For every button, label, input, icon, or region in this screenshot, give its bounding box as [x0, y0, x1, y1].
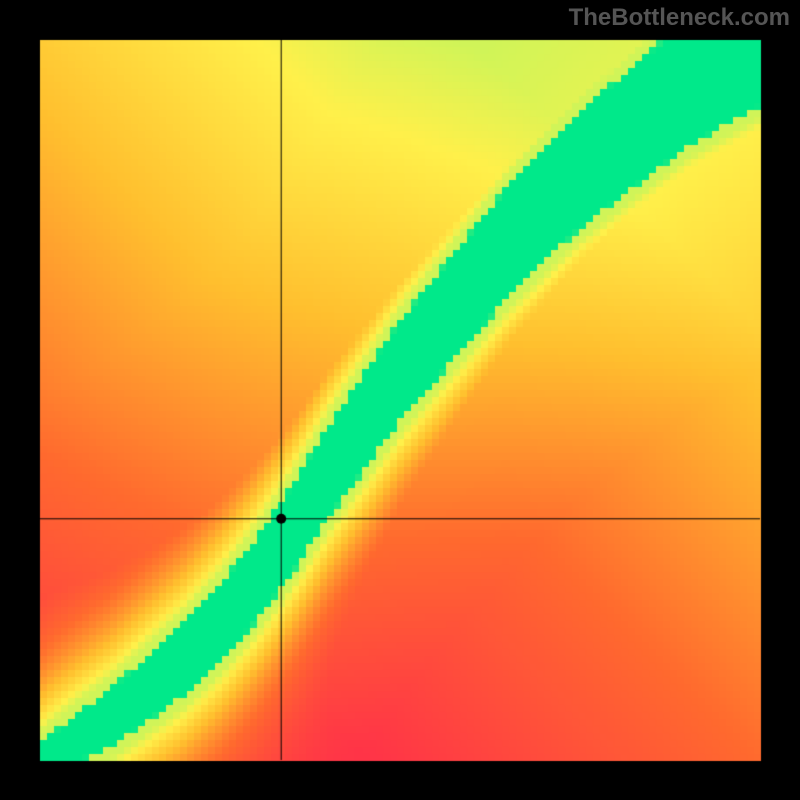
- bottleneck-heatmap: [0, 0, 800, 800]
- chart-container: TheBottleneck.com: [0, 0, 800, 800]
- watermark-text: TheBottleneck.com: [569, 4, 790, 32]
